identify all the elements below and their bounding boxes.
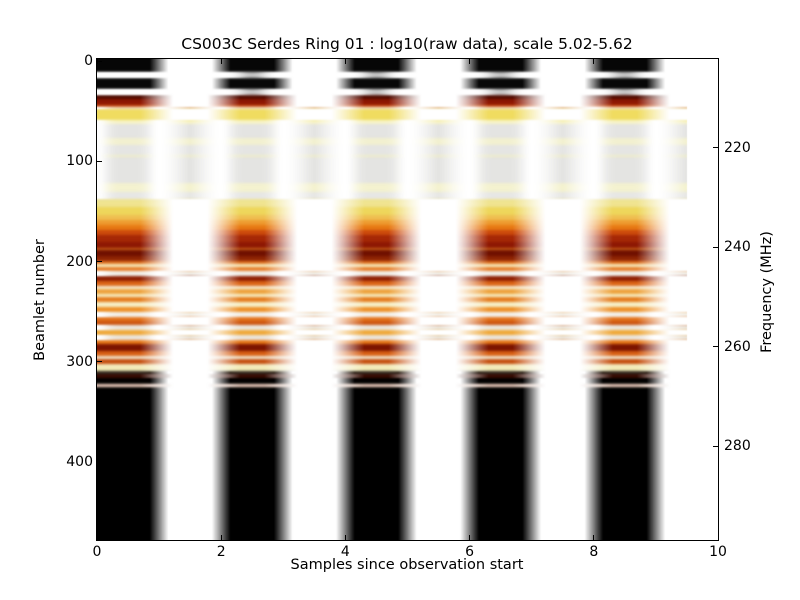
x-tick-mark <box>593 535 595 540</box>
y-tick-label-right: 260 <box>724 338 751 355</box>
y-tick-label-left: 100 <box>66 153 93 170</box>
y-tick-label-left: 300 <box>66 353 93 370</box>
y-tick-label-right: 240 <box>724 239 751 256</box>
x-tick-mark-top <box>96 59 98 64</box>
x-tick-mark <box>220 535 222 540</box>
y-axis-label-right: Frequency (MHz) <box>759 231 775 353</box>
y-tick-mark-right <box>713 346 718 348</box>
x-tick-mark-top <box>593 59 595 64</box>
x-tick-mark-top <box>717 59 719 64</box>
y-tick-mark-left <box>97 261 102 262</box>
x-tick-label: 10 <box>709 544 727 560</box>
y-tick-label-left: 400 <box>66 454 93 470</box>
x-tick-label: 2 <box>216 544 226 560</box>
y-tick-label-right: 280 <box>724 438 751 455</box>
y-tick-mark-right <box>713 445 718 447</box>
y-tick-label-left: 0 <box>84 53 93 69</box>
y-tick-label-left: 200 <box>66 253 93 270</box>
y-tick-mark-left <box>97 160 102 162</box>
x-tick-mark <box>469 535 471 540</box>
heatmap-canvas <box>97 59 718 540</box>
y-tick-mark-right <box>713 246 718 248</box>
x-tick-mark <box>96 535 98 540</box>
y-tick-mark-left <box>97 461 102 463</box>
x-tick-mark-top <box>220 59 222 64</box>
plot-border <box>96 58 719 541</box>
y-tick-mark-left <box>97 60 102 62</box>
y-tick-mark-left <box>97 361 102 363</box>
x-tick-mark <box>717 535 719 540</box>
x-tick-label: 4 <box>340 544 350 560</box>
y-tick-mark-right <box>713 147 718 149</box>
x-axis-label: Samples since observation start <box>290 557 524 573</box>
x-tick-mark-top <box>469 59 471 64</box>
y-axis-label-left: Beamlet number <box>32 239 48 361</box>
chart-title: CS003C Serdes Ring 01 : log10(raw data),… <box>181 35 633 53</box>
x-tick-label: 8 <box>589 544 599 560</box>
x-tick-mark <box>344 535 346 540</box>
y-tick-label-right: 220 <box>724 139 751 156</box>
x-tick-label: 0 <box>92 544 102 560</box>
x-tick-label: 6 <box>465 544 475 560</box>
x-tick-mark-top <box>344 59 346 64</box>
